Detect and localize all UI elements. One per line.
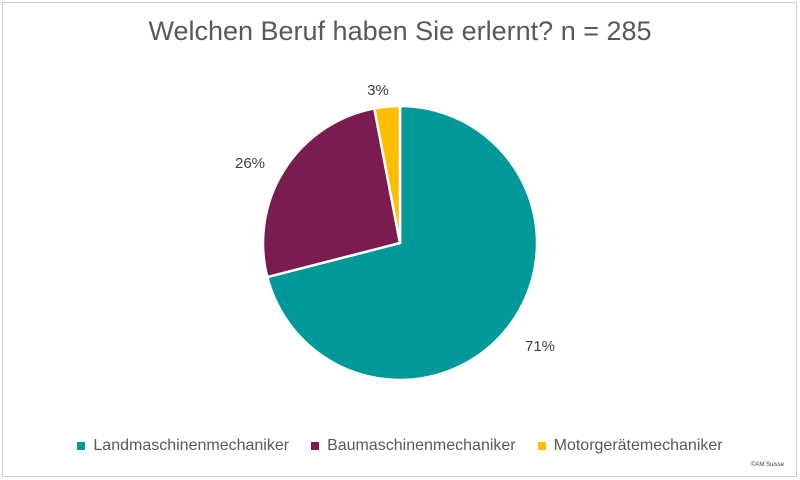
- legend-label: Baumaschinenmechaniker: [327, 437, 516, 454]
- legend-swatch: [311, 442, 320, 450]
- legend-label: Motorgerätemechaniker: [553, 437, 723, 454]
- legend-swatch: [77, 442, 86, 450]
- legend-label: Landmaschinenmechaniker: [93, 437, 290, 454]
- pie-slice-baumaschinenmechaniker: [261, 107, 402, 279]
- legend-item-motorgeraetemechaniker: Motorgerätemechaniker: [537, 437, 723, 455]
- chart-legend: Landmaschinenmechaniker Baumaschinenmech…: [0, 437, 800, 455]
- pie-slice-landmaschinenmechaniker: [266, 104, 539, 382]
- legend-swatch: [537, 442, 546, 450]
- data-label: 3%: [367, 82, 389, 99]
- data-label: 26%: [235, 155, 265, 172]
- pie-slice-motorgerätemechaniker: [373, 104, 402, 245]
- chart-title: Welchen Beruf haben Sie erlernt? n = 285: [148, 16, 652, 46]
- legend-item-baumaschinenmechaniker: Baumaschinenmechaniker: [311, 437, 516, 455]
- legend-item-landmaschinenmechaniker: Landmaschinenmechaniker: [77, 437, 289, 455]
- copyright-note: ©AM Suisse: [750, 462, 784, 468]
- data-label: 71%: [525, 338, 555, 355]
